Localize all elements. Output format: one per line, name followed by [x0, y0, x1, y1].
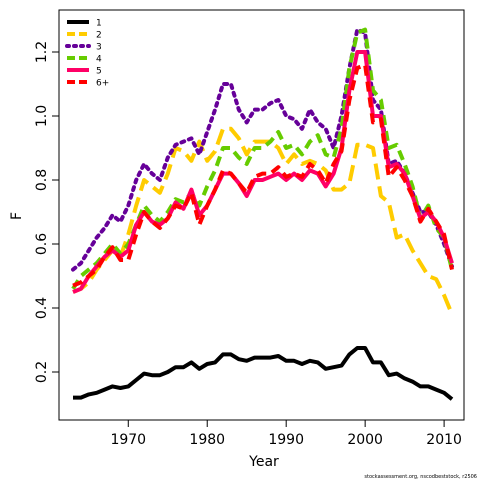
y-tick-label: 0.8 — [34, 169, 50, 191]
legend-label: 2 — [96, 31, 102, 41]
y-tick-label: 1.0 — [34, 105, 50, 127]
x-tick-label: 1990 — [268, 432, 304, 448]
legend-label: 5 — [96, 67, 102, 77]
plot-frame — [58, 9, 465, 421]
series-line-1 — [73, 346, 454, 401]
legend-label: 6+ — [96, 79, 109, 89]
y-tick-label: 0.2 — [34, 361, 50, 383]
x-tick-label: 2000 — [347, 432, 383, 448]
series-layer — [71, 27, 454, 401]
legend: 1 2 3 4 5 6+ — [65, 19, 109, 89]
y-tick-label: 0.6 — [34, 233, 50, 255]
legend-label: 3 — [96, 43, 102, 53]
series-line-2 — [72, 126, 454, 316]
x-tick-label: 2010 — [426, 432, 462, 448]
y-tick-label: 0.4 — [34, 297, 50, 319]
y-tick-label: 1.2 — [34, 41, 50, 63]
legend-label: 4 — [96, 55, 102, 65]
legend-label: 1 — [96, 19, 102, 29]
y-axis-title: F — [9, 212, 25, 220]
x-axis-title: Year — [248, 454, 279, 470]
x-axis: 1970 1980 1990 2000 2010 — [110, 420, 462, 448]
x-tick-label: 1970 — [110, 432, 146, 448]
x-tick-label: 1980 — [189, 432, 225, 448]
credit-text: stockassessment.org, nscodbeststock, r25… — [364, 474, 477, 480]
y-axis: 0.2 0.4 0.6 0.8 1.0 1.2 — [34, 41, 59, 383]
series-line-6plus — [72, 62, 454, 288]
